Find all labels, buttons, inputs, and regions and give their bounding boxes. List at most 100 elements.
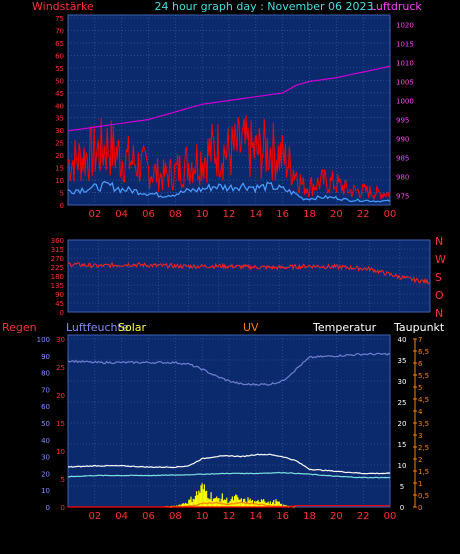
uv-tick-label: 2 (418, 456, 422, 464)
direction-tick-label: 90 (55, 291, 64, 299)
header-luftfeuchte: Luftfeuchte (66, 321, 129, 334)
wind-tick-label: 0 (60, 202, 64, 210)
grid-lines (68, 15, 431, 508)
header-temperatur: Temperatur (312, 321, 377, 334)
humidity-tick-label: 50 (41, 420, 50, 428)
wind-tick-label: 10 (55, 177, 64, 185)
pressure-tick-label: 975 (396, 193, 409, 201)
rain-tick-label: 15 (56, 420, 65, 428)
wind-direction-line (67, 261, 431, 285)
x-tick-label: 00 (384, 511, 397, 522)
direction-tick-label: 180 (51, 273, 64, 281)
wind-tick-label: 70 (55, 27, 64, 35)
temperature-tick-label: 0 (400, 504, 404, 512)
uv-tick-label: 6 (418, 360, 423, 368)
temperature-tick-label: 25 (398, 399, 407, 407)
wind-gust-line (67, 115, 391, 201)
rain-line (68, 505, 390, 508)
rain-tick-label: 10 (56, 448, 65, 456)
temperature-tick-label: 40 (398, 336, 407, 344)
x-tick-label: 14 (249, 511, 262, 522)
x-tick-label: 22 (357, 511, 370, 522)
pressure-tick-label: 985 (396, 155, 409, 163)
uv-line (162, 501, 296, 508)
temperature-tick-label: 20 (398, 420, 407, 428)
pressure-tick-label: 995 (396, 117, 409, 125)
direction-tick-label: 45 (55, 300, 64, 308)
x-tick-label: 06 (142, 511, 155, 522)
humidity-line (67, 352, 391, 386)
header-uv: UV (243, 321, 259, 334)
compass-label: N (435, 307, 443, 320)
humidity-tick-label: 80 (41, 370, 50, 378)
uv-tick-label: 0 (418, 504, 422, 512)
compass-label: O (435, 289, 444, 302)
wind-tick-label: 20 (55, 152, 64, 160)
humidity-tick-label: 30 (41, 454, 50, 462)
pressure-tick-label: 1015 (396, 41, 414, 49)
header-right: Luftdruck (370, 0, 422, 13)
temperature-tick-label: 15 (398, 441, 407, 449)
wind-tick-label: 40 (55, 102, 64, 110)
humidity-tick-label: 10 (41, 487, 50, 495)
wind-tick-label: 45 (55, 90, 64, 98)
direction-tick-label: 360 (51, 237, 64, 245)
wind-tick-label: 55 (55, 65, 64, 73)
direction-tick-label: 135 (51, 282, 64, 290)
humidity-tick-label: 40 (41, 437, 50, 445)
x-tick-label: 18 (303, 209, 316, 220)
pressure-line (67, 65, 391, 132)
x-tick-label: 12 (223, 511, 236, 522)
rain-tick-label: 20 (56, 392, 65, 400)
humidity-tick-label: 70 (41, 386, 50, 394)
wind-average-line (67, 180, 391, 203)
x-tick-label: 06 (142, 209, 155, 220)
temperature-tick-label: 35 (398, 357, 407, 365)
uv-tick-label: 5 (418, 384, 422, 392)
wind-tick-label: 5 (60, 190, 64, 198)
rain-tick-label: 5 (61, 476, 65, 484)
x-tick-label: 02 (88, 209, 101, 220)
uv-tick-label: 1 (418, 480, 422, 488)
wind-tick-label: 30 (55, 127, 64, 135)
temperature-tick-label: 30 (398, 378, 407, 386)
uv-tick-label: 4 (418, 408, 423, 416)
x-tick-label: 04 (115, 209, 128, 220)
temperature-line (67, 453, 391, 475)
direction-tick-label: 270 (51, 255, 64, 263)
direction-tick-label: 315 (51, 246, 64, 254)
temperature-tick-label: 10 (398, 462, 407, 470)
rain-tick-label: 30 (56, 336, 65, 344)
uv-tick-label: 4,5 (418, 396, 429, 404)
wind-tick-label: 35 (55, 115, 64, 123)
header-taupunkt: Taupunkt (393, 321, 445, 334)
x-tick-label: 22 (357, 209, 370, 220)
direction-tick-label: 225 (51, 264, 64, 272)
wind-tick-label: 65 (55, 40, 64, 48)
humidity-tick-label: 100 (37, 336, 50, 344)
pressure-tick-label: 980 (396, 174, 409, 182)
header-solar: Solar (118, 321, 147, 334)
temperature-tick-label: 5 (400, 483, 404, 491)
uv-tick-label: 3 (418, 432, 422, 440)
rain-tick-label: 0 (61, 504, 65, 512)
x-tick-label: 10 (196, 511, 209, 522)
x-tick-label: 20 (330, 511, 343, 522)
uv-tick-label: 5,5 (418, 372, 429, 380)
x-tick-label: 12 (223, 209, 236, 220)
header-left: Windstärke (32, 0, 94, 13)
wind-tick-label: 75 (55, 15, 64, 23)
header-title: 24 hour graph day : November 06 2023 (154, 0, 373, 13)
pressure-tick-label: 1005 (396, 79, 414, 87)
humidity-tick-label: 60 (41, 403, 50, 411)
x-tick-label: 10 (196, 209, 209, 220)
humidity-tick-label: 90 (41, 353, 50, 361)
rain-tick-label: 25 (56, 364, 65, 372)
uv-tick-label: 7 (418, 336, 422, 344)
x-tick-label: 18 (303, 511, 316, 522)
humidity-tick-label: 20 (41, 470, 50, 478)
x-tick-label: 14 (249, 209, 262, 220)
pressure-tick-label: 990 (396, 136, 409, 144)
